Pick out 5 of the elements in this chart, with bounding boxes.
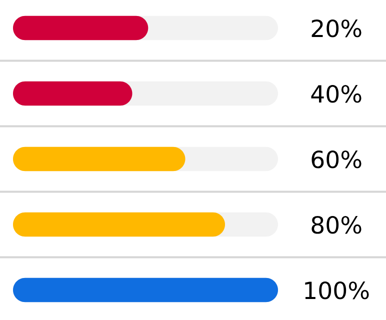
y-tick-label: 80%: [312, 216, 362, 234]
y-tick-label: 60%: [312, 150, 362, 168]
y-tick-label: 40%: [311, 84, 362, 103]
y-tick-label: 100%: [305, 281, 369, 300]
y-tick-label: 20%: [312, 19, 362, 38]
